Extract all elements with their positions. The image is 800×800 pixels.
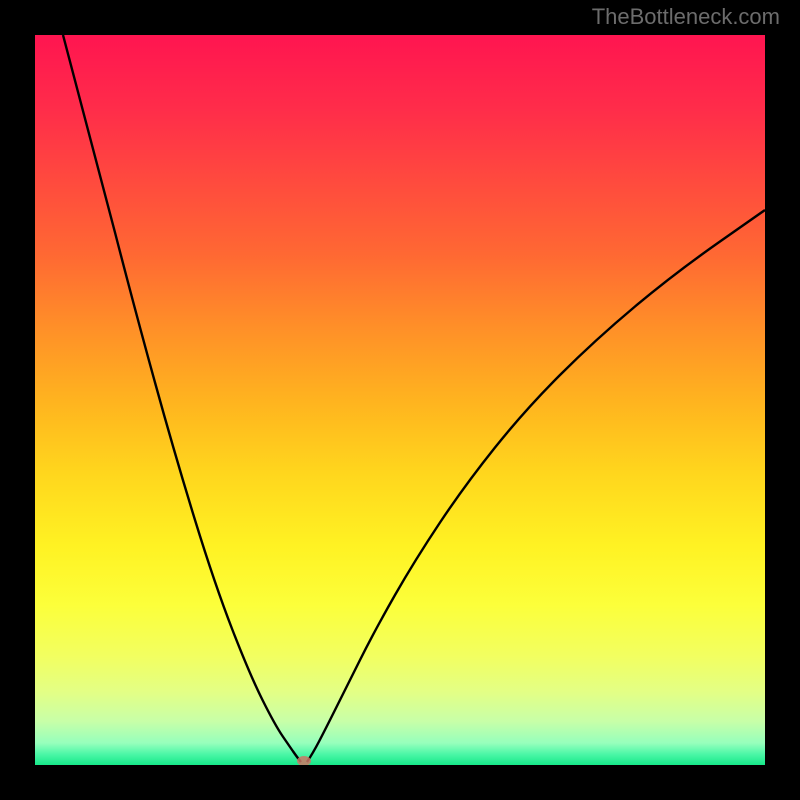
- curve-right-branch: [307, 210, 765, 762]
- bottleneck-curve: [35, 35, 765, 765]
- plot-area: [35, 35, 765, 765]
- watermark-text: TheBottleneck.com: [592, 4, 780, 30]
- curve-left-branch: [63, 35, 301, 762]
